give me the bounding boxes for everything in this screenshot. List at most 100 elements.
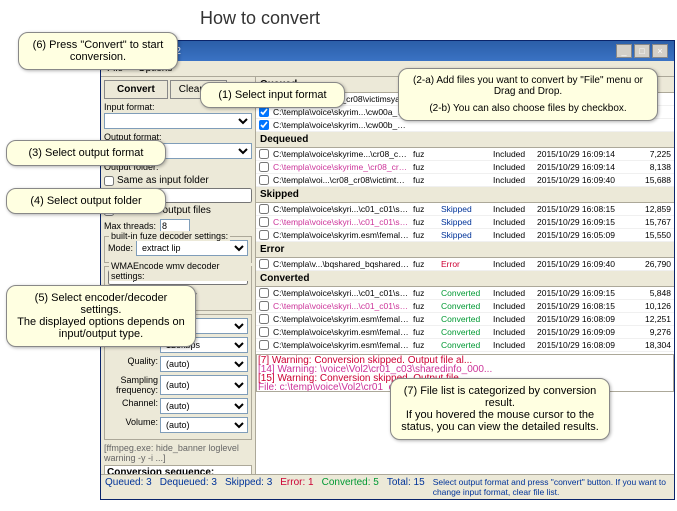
row-checkbox[interactable]	[259, 120, 269, 130]
row-checkbox[interactable]	[259, 327, 269, 337]
status-total: Total: 15	[387, 477, 425, 497]
volume-select[interactable]: (auto)	[160, 417, 248, 433]
row-path: C:\templa\voice\skyrim.esm\female...\cr0…	[273, 340, 409, 350]
row-checkbox[interactable]	[259, 230, 269, 240]
row-date: 2015/10/29 16:09:15	[537, 217, 629, 227]
row-size: 10,126	[633, 301, 671, 311]
row-date: 2015/10/29 16:09:14	[537, 162, 629, 172]
row-size: 12,859	[633, 204, 671, 214]
table-row[interactable]: C:\templa\voice\skyrim.esm\female...\cr0…	[256, 326, 674, 339]
row-size: 8,138	[633, 162, 671, 172]
row-ext: fuz	[413, 301, 437, 311]
row-ext: fuz	[413, 230, 437, 240]
row-status: Converted	[441, 301, 489, 311]
maximize-button[interactable]: □	[634, 44, 650, 58]
table-row[interactable]: C:\templa\voice\skyri...\c01_c01\sharedi…	[256, 203, 674, 216]
row-included: Included	[493, 301, 533, 311]
row-checkbox[interactable]	[259, 259, 269, 269]
max-threads-label: Max threads:	[104, 221, 156, 231]
minimize-button[interactable]: _	[616, 44, 632, 58]
row-checkbox[interactable]	[259, 107, 269, 117]
row-ext: fuz	[413, 204, 437, 214]
mode-select[interactable]: extract lip	[136, 240, 248, 256]
row-path: C:\templa\voice\skyrim.esm\female...\cr0…	[273, 230, 409, 240]
row-included: Included	[493, 340, 533, 350]
row-path: C:\templa\voice\skyrim...\cw00a_cw00\hel…	[273, 107, 409, 117]
channel-label: Channel:	[108, 398, 158, 414]
row-status: Skipped	[441, 204, 489, 214]
row-path: C:\templa\voi...\cr08_cr08\victimthankst…	[273, 175, 409, 185]
row-date: 2015/10/29 16:09:09	[537, 327, 629, 337]
row-path: C:\templa\v...\bqshared_bqsharedsharedin…	[273, 259, 409, 269]
fuz-group-title: built-in fuze decoder settings:	[109, 231, 230, 241]
section-error: Error	[256, 242, 674, 258]
table-row[interactable]: C:\templa\voice\skyrime...\cr08_cr08\hel…	[256, 148, 674, 161]
row-date: 2015/10/29 16:09:40	[537, 175, 629, 185]
left-panel: Convert Clear list Input format: Output …	[101, 77, 256, 474]
row-checkbox[interactable]	[259, 149, 269, 159]
row-ext: fuz	[413, 327, 437, 337]
wma-group-title: WMAEncode wmv decoder settings:	[109, 261, 251, 281]
row-date: 2015/10/29 16:05:09	[537, 230, 629, 240]
close-button[interactable]: ×	[652, 44, 668, 58]
row-status: Error	[441, 259, 489, 269]
status-converted: Converted: 5	[322, 477, 379, 497]
row-checkbox[interactable]	[259, 340, 269, 350]
table-row[interactable]: C:\templa\voice\skyrim.esm\female...\cr0…	[256, 229, 674, 242]
row-ext: fuz	[413, 149, 437, 159]
same-folder-checkbox[interactable]	[104, 176, 114, 186]
row-date: 2015/10/29 16:08:15	[537, 301, 629, 311]
row-included: Included	[493, 217, 533, 227]
row-status: Converted	[441, 327, 489, 337]
row-checkbox[interactable]	[259, 204, 269, 214]
row-included: Included	[493, 288, 533, 298]
row-path: C:\templa\voice\skyri...\c01_c01\sharedi…	[273, 204, 409, 214]
channel-select[interactable]: (auto)	[160, 398, 248, 414]
row-path: C:\templa\voice\skyri...\c01_c01\sharedi…	[273, 301, 409, 311]
row-date: 2015/10/29 16:09:14	[537, 149, 629, 159]
status-queued: Queued: 3	[105, 477, 152, 497]
row-ext: fuz	[413, 288, 437, 298]
sampling-select[interactable]: (auto)	[160, 375, 248, 395]
table-row[interactable]: C:\templa\voice\skyrim.esm\female...\cr0…	[256, 313, 674, 326]
section-converted: Converted	[256, 271, 674, 287]
row-path: C:\templa\voice\skyri...\c01_c01\sharedi…	[273, 288, 409, 298]
row-size: 26,790	[633, 259, 671, 269]
row-ext: fuz	[413, 162, 437, 172]
row-included: Included	[493, 175, 533, 185]
row-checkbox[interactable]	[259, 175, 269, 185]
sequence-box: Conversion sequence: fuz → [built-in fuz…	[104, 465, 252, 474]
callout-7: (7) File list is categorized by conversi…	[390, 378, 610, 440]
row-status: Converted	[441, 288, 489, 298]
table-row[interactable]: C:\templa\voice\skyri...\c01_c01\sharedi…	[256, 287, 674, 300]
table-row[interactable]: C:\templa\voice\skyrime_\cr08_cr08\hello…	[256, 161, 674, 174]
callout-2: (2-a) Add files you want to convert by "…	[398, 68, 658, 121]
row-date: 2015/10/29 16:09:40	[537, 259, 629, 269]
row-checkbox[interactable]	[259, 217, 269, 227]
convert-button[interactable]: Convert	[104, 80, 168, 99]
row-ext: fuz	[413, 259, 437, 269]
row-date: 2015/10/29 16:08:09	[537, 314, 629, 324]
table-row[interactable]: C:\templa\v...\bqshared_bqsharedsharedin…	[256, 258, 674, 271]
row-included: Included	[493, 230, 533, 240]
table-row[interactable]: C:\templa\voice\skyri...\c01_c01\sharedi…	[256, 300, 674, 313]
quality-select[interactable]: (auto)	[160, 356, 248, 372]
row-checkbox[interactable]	[259, 314, 269, 324]
row-status: Converted	[441, 340, 489, 350]
row-path: C:\templa\voice\skyrim.esm\female...\cr0…	[273, 314, 409, 324]
row-checkbox[interactable]	[259, 288, 269, 298]
table-row[interactable]: C:\templa\voice\skyrim.esm\female...\cr0…	[256, 339, 674, 352]
sampling-label: Sampling frequency:	[108, 375, 158, 395]
table-row[interactable]: C:\templa\voice\skyri...\c01_c01\sharedi…	[256, 216, 674, 229]
row-size: 15,550	[633, 230, 671, 240]
row-date: 2015/10/29 16:08:09	[537, 340, 629, 350]
callout-6: (6) Press "Convert" to start conversion.	[18, 32, 178, 70]
row-checkbox[interactable]	[259, 301, 269, 311]
input-format-select[interactable]	[104, 113, 252, 129]
row-included: Included	[493, 149, 533, 159]
table-row[interactable]: C:\templa\voi...\cr08_cr08\victimthankst…	[256, 174, 674, 187]
row-path: C:\templa\voice\skyrime_\cr08_cr08\hello…	[273, 162, 409, 172]
row-date: 2015/10/29 16:08:15	[537, 204, 629, 214]
row-included: Included	[493, 327, 533, 337]
row-checkbox[interactable]	[259, 162, 269, 172]
